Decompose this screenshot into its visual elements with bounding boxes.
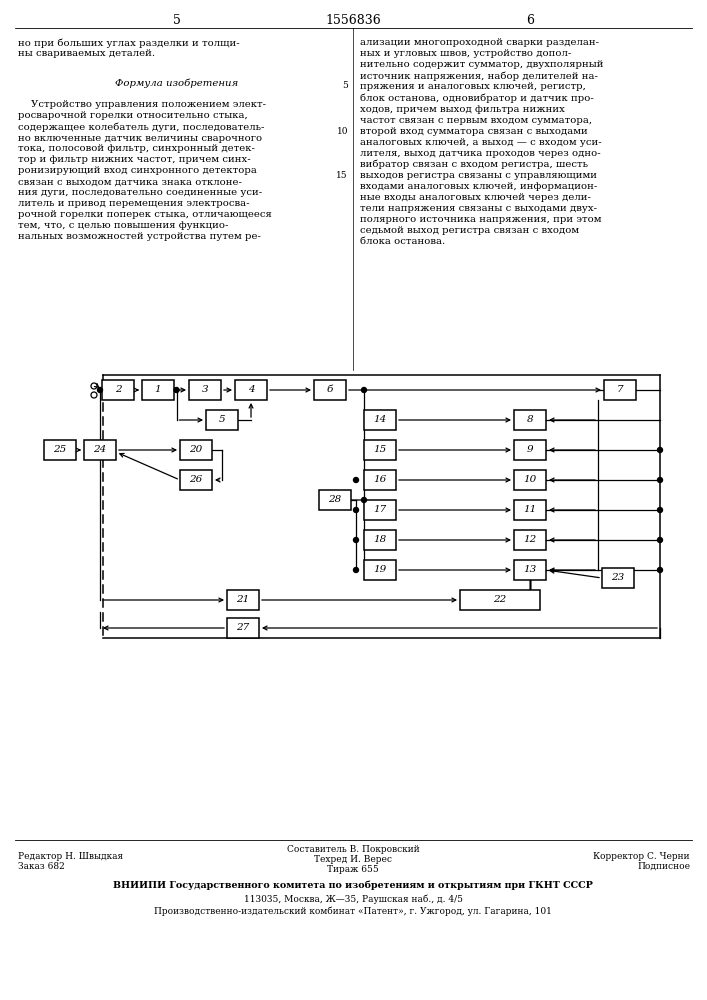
Bar	[84, 440, 116, 460]
Bar	[364, 410, 396, 430]
Circle shape	[174, 387, 179, 392]
Text: 5: 5	[218, 416, 226, 424]
Circle shape	[658, 508, 662, 512]
Text: 1: 1	[155, 385, 161, 394]
Text: 9: 9	[527, 446, 533, 454]
Circle shape	[658, 568, 662, 572]
Text: 11: 11	[523, 506, 537, 514]
Bar	[206, 410, 238, 430]
Bar	[514, 530, 546, 550]
Text: 16: 16	[373, 476, 387, 485]
Circle shape	[658, 448, 662, 452]
Text: Тираж 655: Тираж 655	[327, 865, 379, 874]
Bar	[364, 560, 396, 580]
Circle shape	[354, 538, 358, 542]
Text: 22: 22	[493, 595, 507, 604]
Bar	[604, 380, 636, 400]
Text: 24: 24	[93, 446, 107, 454]
Text: 15: 15	[373, 446, 387, 454]
Text: б: б	[327, 385, 333, 394]
Bar	[180, 470, 212, 490]
Text: 4: 4	[247, 385, 255, 394]
Text: 28: 28	[328, 495, 341, 504]
Text: 15: 15	[337, 172, 348, 180]
Bar	[364, 470, 396, 490]
Text: Устройство управления положением элект-
росварочной горелки относительно стыка,
: Устройство управления положением элект- …	[18, 100, 271, 241]
Bar	[514, 500, 546, 520]
Text: 18: 18	[373, 536, 387, 544]
Bar	[514, 470, 546, 490]
Text: 26: 26	[189, 476, 203, 485]
Bar	[364, 500, 396, 520]
Text: Заказ 682: Заказ 682	[18, 862, 65, 871]
Bar	[102, 380, 134, 400]
Bar	[460, 590, 540, 610]
Text: 7: 7	[617, 385, 624, 394]
Bar	[189, 380, 221, 400]
Bar	[180, 440, 212, 460]
Text: 10: 10	[523, 476, 537, 485]
Text: 20: 20	[189, 446, 203, 454]
Bar	[235, 380, 267, 400]
Text: Корректор С. Черни: Корректор С. Черни	[593, 852, 690, 861]
Text: 3: 3	[201, 385, 209, 394]
Text: 12: 12	[523, 536, 537, 544]
Circle shape	[98, 387, 103, 392]
Bar	[142, 380, 174, 400]
Text: но при больших углах разделки и толщи-
ны свариваемых деталей.: но при больших углах разделки и толщи- н…	[18, 38, 240, 58]
Circle shape	[658, 538, 662, 542]
Text: 19: 19	[373, 566, 387, 574]
Bar	[314, 380, 346, 400]
Bar	[364, 440, 396, 460]
Text: ализации многопроходной сварки разделан-
ных и угловых швов, устройство допол-
н: ализации многопроходной сварки разделан-…	[360, 38, 604, 246]
Bar	[514, 560, 546, 580]
Text: 8: 8	[527, 416, 533, 424]
Circle shape	[354, 508, 358, 512]
Text: 25: 25	[53, 446, 66, 454]
Text: Производственно-издательский комбинат «Патент», г. Ужгород, ул. Гагарина, 101: Производственно-издательский комбинат «П…	[154, 907, 552, 916]
Text: 5: 5	[342, 82, 348, 91]
Text: 14: 14	[373, 416, 387, 424]
Bar	[514, 410, 546, 430]
Text: 5: 5	[173, 13, 181, 26]
Text: 113035, Москва, Ж—35, Раушская наб., д. 4/5: 113035, Москва, Ж—35, Раушская наб., д. …	[243, 895, 462, 904]
Bar	[602, 568, 634, 588]
Circle shape	[361, 497, 366, 502]
Text: 1556836: 1556836	[325, 13, 381, 26]
Bar	[514, 440, 546, 460]
Bar	[227, 590, 259, 610]
Text: 10: 10	[337, 126, 348, 135]
Bar	[227, 618, 259, 638]
Text: 2: 2	[115, 385, 122, 394]
Text: Подписное: Подписное	[637, 862, 690, 871]
Text: Формула изобретения: Формула изобретения	[115, 78, 239, 88]
Text: Техред И. Верес: Техред И. Верес	[314, 855, 392, 864]
Text: ВНИИПИ Государственного комитета по изобретениям и открытиям при ГКНТ СССР: ВНИИПИ Государственного комитета по изоб…	[113, 880, 593, 890]
Bar	[44, 440, 76, 460]
Text: 21: 21	[236, 595, 250, 604]
Text: 17: 17	[373, 506, 387, 514]
Circle shape	[354, 478, 358, 483]
Circle shape	[361, 387, 366, 392]
Text: Составитель В. Покровский: Составитель В. Покровский	[286, 845, 419, 854]
Circle shape	[354, 568, 358, 572]
Text: 23: 23	[612, 574, 624, 582]
Text: 6: 6	[526, 13, 534, 26]
Text: Редактор Н. Швыдкая: Редактор Н. Швыдкая	[18, 852, 123, 861]
Circle shape	[658, 478, 662, 483]
Text: 13: 13	[523, 566, 537, 574]
Text: 27: 27	[236, 624, 250, 633]
Bar	[364, 530, 396, 550]
Bar	[319, 490, 351, 510]
